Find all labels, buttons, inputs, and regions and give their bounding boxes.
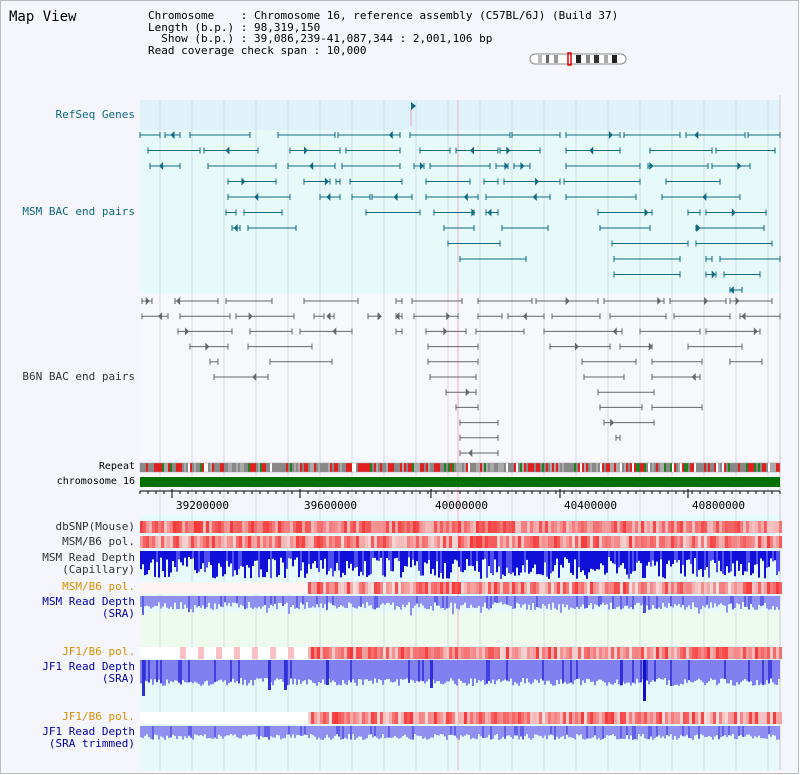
msm-bac-track-bg [140,130,780,293]
label-jf1-sra: JF1 Read Depth (SRA) [42,660,135,685]
refseq-gene-marker [411,102,416,110]
label-msm-bac: MSM BAC end pairs [22,205,135,218]
label-dbsnp: dbSNP(Mouse) [55,520,135,533]
axis-tick-label: 40800000 [692,499,745,512]
chromosome-info: Chromosome : Chromosome 16, reference as… [148,10,618,56]
refseq-track-bg [140,100,780,130]
axis-tick-label: 39200000 [176,499,229,512]
chromosome-ideogram[interactable] [528,52,628,66]
label-jf1-pol-1: JF1/B6 pol. [62,645,135,658]
label-msm-capillary: MSM Read Depth (Capillary) [42,551,135,576]
ideogram-position-marker [567,52,572,66]
axis-tick-label: 40000000 [435,499,488,512]
label-repeat: Repeat [98,461,135,472]
label-msm-pol-2: MSM/B6 pol. [62,580,135,593]
label-b6n-bac: B6N BAC end pairs [22,370,135,383]
label-msm-pol-1: MSM/B6 pol. [62,535,135,548]
info-show-range: Show (b.p.) : 39,086,239-41,087,344 : 2,… [148,32,493,45]
label-jf1-trimmed: JF1 Read Depth (SRA trimmed) [42,725,135,750]
label-refseq-genes: RefSeq Genes [55,108,135,121]
info-coverage-span: Read coverage check span : 10,000 [148,43,367,57]
jf1-sra-depth-track [643,660,646,701]
label-jf1-pol-2: JF1/B6 pol. [62,710,135,723]
repeat-track [139,462,781,473]
info-chromosome: Chromosome : Chromosome 16, reference as… [148,9,619,22]
msm-sra-depth-track [643,596,646,613]
label-chromosome: chromosome 16 [56,476,135,487]
chromosome-bar [140,477,780,487]
page-title: Map View [9,9,77,25]
label-msm-sra: MSM Read Depth (SRA) [42,595,135,620]
axis-tick-label: 39600000 [304,499,357,512]
info-length: Length (b.p.) : 98,319,150 [148,20,321,34]
msm-sra-gap-bg [140,612,780,647]
axis-tick-label: 40400000 [564,499,617,512]
